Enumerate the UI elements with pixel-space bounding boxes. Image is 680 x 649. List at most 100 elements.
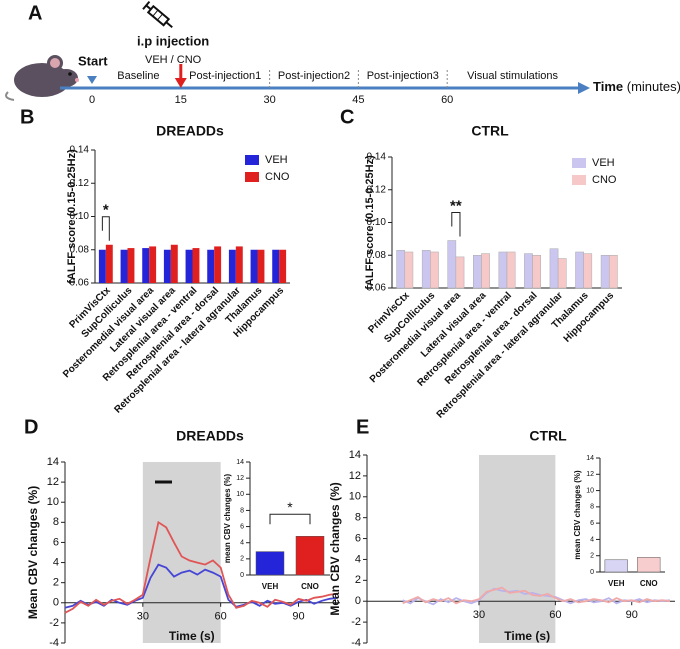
timeline-tick-label: 0 [89, 94, 95, 106]
inset-y-tick-label: 8 [590, 504, 594, 511]
inset-y-tick-label: 2 [240, 556, 244, 563]
bar [127, 248, 135, 283]
inset-y-tick-label: 0 [240, 572, 244, 579]
bar [557, 258, 567, 289]
bar [498, 251, 508, 289]
phase-label: Post-injection1 [189, 70, 261, 82]
inset-bar [255, 551, 285, 576]
inset-y-tick-label: 4 [240, 540, 244, 547]
x-tick-label: 60 [215, 611, 227, 623]
y-tick-label: 2 [355, 574, 361, 586]
time-unit: (minutes) [627, 79, 680, 94]
bar [575, 251, 584, 289]
phase-label: Post-injection2 [278, 70, 350, 82]
inset-y-label: mean CBV changes (%) [573, 470, 582, 560]
bar [257, 249, 265, 283]
bar [524, 253, 533, 289]
bar [608, 255, 618, 289]
y-tick-label: 6 [355, 532, 361, 544]
y-tick-label: 0.14 [70, 145, 90, 156]
y-tick-label: 0.06 [367, 283, 387, 294]
significance-label: * [103, 202, 109, 219]
chart-title: CTRL [529, 428, 567, 444]
bar [532, 255, 541, 289]
y-tick-label: 0.08 [70, 244, 90, 255]
bar [235, 246, 243, 283]
series-line [402, 586, 671, 605]
significance-bracket [269, 513, 311, 525]
inset-y-tick-label: 12 [586, 471, 594, 478]
y-tick-label: -2 [351, 616, 361, 628]
start-label: Start [78, 53, 108, 68]
bar [455, 256, 465, 289]
panel-letter: E [356, 416, 369, 438]
y-tick-label: 0.12 [367, 184, 387, 195]
y-tick-label: 0 [355, 595, 361, 607]
bar [163, 249, 171, 283]
y-tick-label: 0.10 [70, 211, 90, 222]
x-tick-label: 90 [292, 611, 304, 623]
y-tick-label: 10 [349, 491, 361, 503]
phase-label: Visual stimulations [467, 70, 558, 82]
stimulus-window [479, 455, 556, 643]
bar [473, 255, 482, 289]
bar [228, 249, 236, 283]
bar [185, 249, 193, 283]
y-tick-label: 8 [355, 512, 361, 524]
inset-y-tick-label: 10 [586, 487, 594, 494]
legend-label: CNO [592, 174, 617, 186]
x-tick-label: 30 [137, 611, 149, 623]
y-tick-label: 4 [53, 556, 59, 568]
injection-groups: VEH / CNO [145, 54, 202, 66]
bar [404, 251, 414, 289]
bar [506, 251, 516, 289]
legend-swatch [245, 155, 259, 165]
inset-x-tick-label: VEH [262, 582, 279, 591]
stimulus-window [142, 462, 221, 643]
timeline-tick-label: 45 [352, 94, 364, 106]
y-tick-label: 2 [53, 577, 59, 589]
x-tick-label: 30 [473, 609, 485, 621]
bar [149, 246, 157, 283]
inset-y-tick-label: 6 [590, 520, 594, 527]
y-tick-label: 0.06 [70, 278, 90, 289]
time-label: Time [593, 79, 623, 94]
significance-bracket [451, 212, 461, 237]
panel-letter: B [20, 106, 34, 128]
inset-y-tick-label: 8 [240, 507, 244, 514]
legend-label: CNO [265, 171, 290, 183]
bar [142, 248, 150, 283]
y-tick-label: -2 [49, 617, 59, 629]
inset-y-tick-label: 0 [590, 569, 594, 576]
inset-x-tick-label: CNO [640, 579, 658, 588]
legend-label: VEH [265, 154, 288, 166]
phase-label: Baseline [117, 70, 159, 82]
x-tick-label: 60 [549, 609, 561, 621]
bar [170, 244, 178, 283]
inset-y-tick-label: 14 [586, 455, 594, 462]
inset-bar [637, 557, 661, 573]
bar [105, 244, 113, 283]
inset-y-tick-label: 10 [236, 491, 244, 498]
y-tick-label: 14 [349, 449, 361, 461]
y-axis-label: fALFF score (0.15-0.25Hz) [364, 155, 376, 290]
bar [549, 248, 559, 289]
bar [430, 251, 439, 289]
chart-title: DREADDs [176, 428, 244, 444]
y-tick-label: 0.14 [367, 152, 387, 163]
y-tick-label: -4 [49, 637, 59, 649]
y-tick-label: 14 [47, 456, 59, 468]
panel-letter: C [340, 106, 354, 128]
series-line [64, 520, 338, 614]
inset-y-tick-label: 12 [236, 475, 244, 482]
y-tick-label: 12 [349, 470, 361, 482]
y-axis-label: Mean CBV changes (%) [26, 486, 40, 619]
y-tick-label: 8 [53, 516, 59, 528]
y-tick-label: 0 [53, 597, 59, 609]
y-axis-label: fALFF score (0.15-0.25Hz) [66, 149, 78, 284]
bar [207, 249, 215, 283]
legend-swatch [572, 158, 586, 168]
inset-y-tick-label: 6 [240, 523, 244, 530]
bar [250, 249, 258, 283]
